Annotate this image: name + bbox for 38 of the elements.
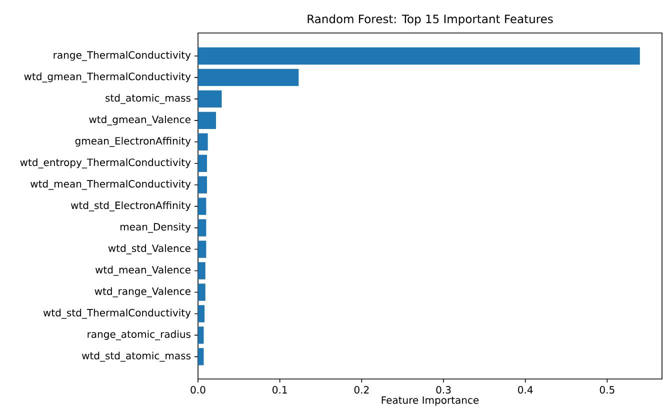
y-tick-label: gmean_ElectronAffinity: [75, 136, 191, 147]
y-tick-label: wtd_entropy_ThermalConductivity: [20, 158, 191, 168]
x-tick-label: 0.1: [272, 386, 287, 394]
bar: [198, 154, 207, 172]
y-tick-label: mean_Density: [120, 222, 191, 233]
bar: [198, 47, 640, 65]
x-tick-label: 0.5: [600, 386, 614, 394]
bar: [198, 240, 206, 258]
y-tick-label: wtd_std_Valence: [108, 244, 190, 254]
chart-title: Random Forest: Top 15 Important Features: [308, 14, 553, 26]
bar: [198, 219, 206, 236]
y-tick-label: wtd_std_ThermalConductivity: [43, 308, 191, 319]
y-tick-label: wtd_gmean_Valence: [89, 115, 190, 126]
x-axis-title: Feature Importance: [382, 396, 479, 406]
y-tick-label: range_atomic_radius: [88, 330, 191, 340]
bar: [198, 133, 208, 150]
y-tick-label: wtd_std_atomic_mass: [82, 352, 190, 362]
y-tick-label: range_ThermalConductivity: [54, 51, 191, 61]
x-tick-label: 0.3: [436, 386, 451, 394]
y-tick-label: wtd_gmean_ThermalConductivity: [24, 72, 191, 82]
bar: [198, 326, 204, 344]
x-tick-label: 0.0: [190, 386, 206, 394]
bar: [198, 176, 207, 194]
bar: [198, 198, 206, 215]
bar: [198, 305, 205, 322]
bar: [198, 90, 222, 108]
bar: [198, 68, 299, 86]
bar: [198, 284, 206, 301]
y-tick-label: wtd_mean_Valence: [95, 266, 190, 276]
x-tick-label: 0.2: [354, 386, 369, 394]
bar: [198, 348, 204, 366]
bar: [198, 112, 216, 130]
y-tick-label: wtd_range_Valence: [94, 287, 190, 298]
y-tick-label: wtd_std_ElectronAffinity: [70, 201, 191, 212]
bar: [198, 262, 206, 280]
y-tick-label: std_atomic_mass: [106, 94, 190, 104]
x-tick-label: 0.4: [518, 386, 533, 394]
y-tick-label: wtd_mean_ThermalConductivity: [30, 180, 191, 190]
